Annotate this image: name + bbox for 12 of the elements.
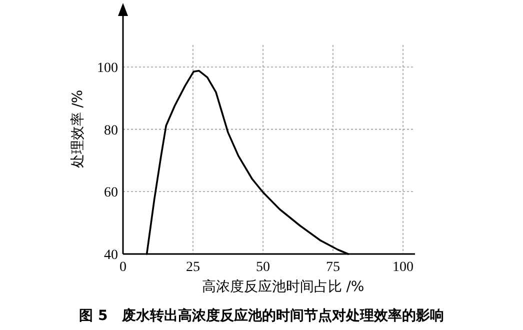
x-tick-label: 75 xyxy=(326,260,340,275)
y-tick-label: 60 xyxy=(104,186,118,201)
y-tick-label: 100 xyxy=(97,60,118,76)
y-tick-label: 40 xyxy=(104,248,118,263)
caption: 图 5 废水转出高浓度反应池的时间节点对处理效率的影响 xyxy=(79,307,444,324)
y-tick-label: 80 xyxy=(104,123,118,138)
y-axis-title: 处理效率 /% xyxy=(70,90,86,168)
x-tick-label: 25 xyxy=(186,260,200,275)
x-tick-label: 50 xyxy=(256,260,270,275)
x-axis-title: 高浓度反应池时间占比 /% xyxy=(202,279,364,295)
x-tick-label: 100 xyxy=(392,260,414,275)
x-tick-label: 0 xyxy=(120,260,126,275)
